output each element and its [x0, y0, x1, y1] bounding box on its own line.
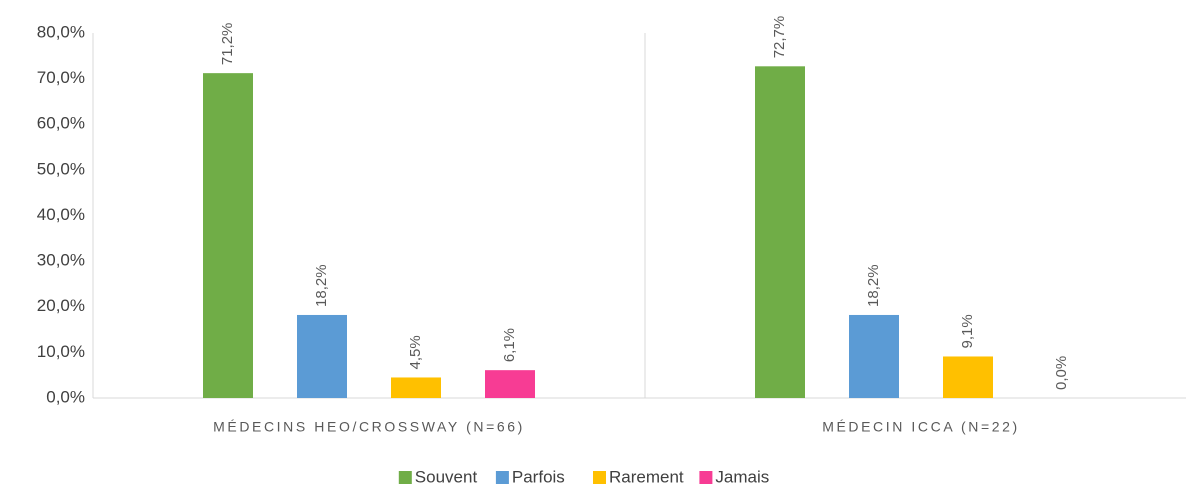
value-label: 71,2%: [219, 23, 236, 66]
legend-label: Jamais: [715, 467, 769, 486]
y-tick-label: 40,0%: [37, 205, 85, 224]
legend-label: Rarement: [609, 467, 684, 486]
bar: [485, 370, 535, 398]
value-label: 4,5%: [407, 335, 424, 369]
y-tick-label: 20,0%: [37, 296, 85, 315]
legend-swatch: [495, 471, 509, 484]
bar: [391, 377, 441, 398]
bar: [203, 73, 253, 399]
y-tick-label: 60,0%: [37, 114, 85, 133]
y-tick-label: 50,0%: [37, 159, 85, 178]
value-label: 18,2%: [313, 264, 330, 307]
value-label: 18,2%: [865, 264, 882, 307]
legend-swatch: [699, 471, 713, 484]
legend-label: Souvent: [415, 467, 478, 486]
y-tick-label: 30,0%: [37, 251, 85, 270]
y-tick-label: 10,0%: [37, 342, 85, 361]
bar: [943, 356, 993, 398]
legend-swatch: [398, 471, 412, 484]
bar: [849, 314, 899, 398]
x-tick-label: MÉDECIN ICCA (N=22): [822, 419, 1020, 435]
legend-label: Parfois: [512, 467, 565, 486]
legend-swatch: [593, 471, 606, 484]
bar: [297, 314, 347, 398]
value-label: 0,0%: [1053, 356, 1070, 390]
y-tick-label: 80,0%: [37, 22, 85, 41]
x-tick-label: MÉDECINS HEO/CROSSWAY (N=66): [213, 419, 525, 435]
value-label: 6,1%: [501, 328, 518, 362]
value-label: 72,7%: [771, 16, 788, 59]
value-label: 9,1%: [959, 314, 976, 348]
y-tick-label: 70,0%: [37, 68, 85, 87]
bar: [755, 66, 805, 399]
y-tick-label: 0,0%: [46, 387, 85, 406]
